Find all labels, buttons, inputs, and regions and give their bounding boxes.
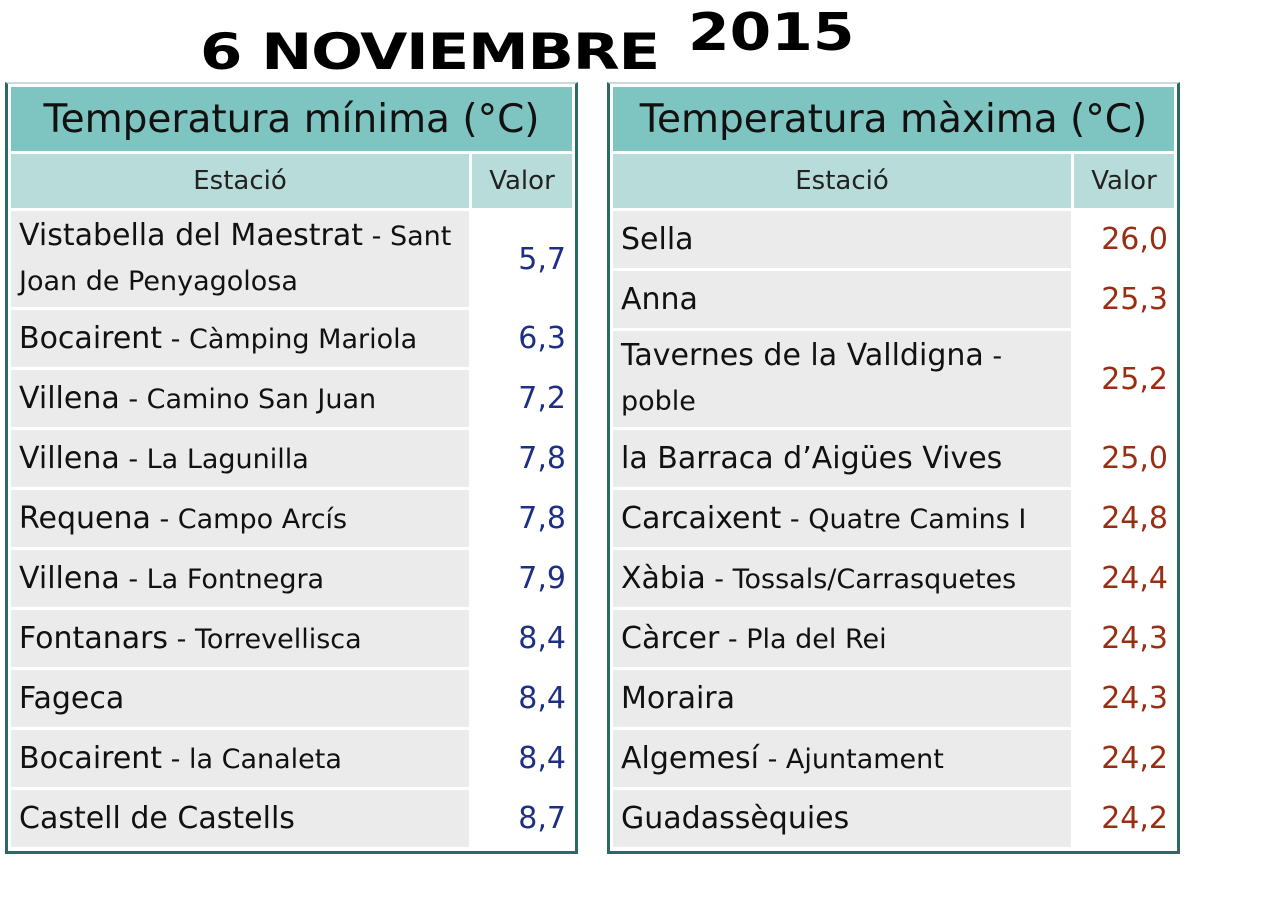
max-col-value: Valor <box>1074 154 1174 208</box>
table-row: Bocairent - la Canaleta 8,4 <box>11 730 572 787</box>
station-value: 8,4 <box>472 610 572 667</box>
station-value: 25,0 <box>1074 430 1174 487</box>
station-name: Villena - La Lagunilla <box>11 430 469 487</box>
station-name: Vistabella del Maestrat - Sant Joan de P… <box>11 211 469 307</box>
station-value: 7,8 <box>472 430 572 487</box>
station-value: 7,9 <box>472 550 572 607</box>
station-value: 8,4 <box>472 730 572 787</box>
station-value: 5,7 <box>472 211 572 307</box>
table-row: Xàbia - Tossals/Carrasquetes 24,4 <box>613 550 1174 607</box>
table-row: Moraira 24,3 <box>613 670 1174 727</box>
station-value: 24,3 <box>1074 670 1174 727</box>
station-name: Tavernes de la Valldigna - poble <box>613 331 1071 427</box>
min-temperature-table: Temperatura mínima (°C) Estació Valor Vi… <box>5 82 578 854</box>
table-row: Villena - La Fontnegra 7,9 <box>11 550 572 607</box>
table-row: Requena - Campo Arcís 7,8 <box>11 490 572 547</box>
station-value: 24,4 <box>1074 550 1174 607</box>
station-name: Bocairent - Càmping Mariola <box>11 310 469 367</box>
station-name: Villena - Camino San Juan <box>11 370 469 427</box>
station-name: Requena - Campo Arcís <box>11 490 469 547</box>
table-row: Sella 26,0 <box>613 211 1174 268</box>
min-table-title: Temperatura mínima (°C) <box>11 87 572 151</box>
station-value: 6,3 <box>472 310 572 367</box>
station-value: 24,3 <box>1074 610 1174 667</box>
station-value: 8,7 <box>472 790 572 847</box>
table-row: Guadassèquies 24,2 <box>613 790 1174 847</box>
station-name: Bocairent - la Canaleta <box>11 730 469 787</box>
table-row: Castell de Castells 8,7 <box>11 790 572 847</box>
station-name: Fageca <box>11 670 469 727</box>
station-value: 25,3 <box>1074 271 1174 328</box>
station-name: Moraira <box>613 670 1071 727</box>
table-row: Villena - Camino San Juan 7,2 <box>11 370 572 427</box>
station-value: 24,8 <box>1074 490 1174 547</box>
table-row: Anna 25,3 <box>613 271 1174 328</box>
station-name: Guadassèquies <box>613 790 1071 847</box>
max-temperature-table: Temperatura màxima (°C) Estació Valor Se… <box>607 82 1180 854</box>
max-table-title: Temperatura màxima (°C) <box>613 87 1174 151</box>
table-row: la Barraca d’Aigües Vives 25,0 <box>613 430 1174 487</box>
station-name: Sella <box>613 211 1071 268</box>
station-value: 24,2 <box>1074 790 1174 847</box>
table-row: Carcaixent - Quatre Camins I 24,8 <box>613 490 1174 547</box>
table-row: Tavernes de la Valldigna - poble 25,2 <box>613 331 1174 427</box>
date-day-month: 6 NOVIEMBRE <box>200 23 660 81</box>
max-col-station: Estació <box>613 154 1071 208</box>
station-value: 25,2 <box>1074 331 1174 427</box>
min-col-station: Estació <box>11 154 469 208</box>
station-name: la Barraca d’Aigües Vives <box>613 430 1071 487</box>
table-row: Bocairent - Càmping Mariola 6,3 <box>11 310 572 367</box>
date-year: 2015 <box>688 3 855 63</box>
table-row: Fageca 8,4 <box>11 670 572 727</box>
min-col-value: Valor <box>472 154 572 208</box>
station-value: 7,8 <box>472 490 572 547</box>
station-name: Anna <box>613 271 1071 328</box>
station-value: 7,2 <box>472 370 572 427</box>
station-name: Fontanars - Torrevellisca <box>11 610 469 667</box>
table-row: Algemesí - Ajuntament 24,2 <box>613 730 1174 787</box>
station-name: Carcaixent - Quatre Camins I <box>613 490 1071 547</box>
station-value: 8,4 <box>472 670 572 727</box>
station-name: Castell de Castells <box>11 790 469 847</box>
station-value: 24,2 <box>1074 730 1174 787</box>
station-name: Càrcer - Pla del Rei <box>613 610 1071 667</box>
table-row: Fontanars - Torrevellisca 8,4 <box>11 610 572 667</box>
table-row: Vistabella del Maestrat - Sant Joan de P… <box>11 211 572 307</box>
station-name: Algemesí - Ajuntament <box>613 730 1071 787</box>
table-row: Càrcer - Pla del Rei 24,3 <box>613 610 1174 667</box>
station-value: 26,0 <box>1074 211 1174 268</box>
table-row: Villena - La Lagunilla 7,8 <box>11 430 572 487</box>
station-name: Xàbia - Tossals/Carrasquetes <box>613 550 1071 607</box>
station-name: Villena - La Fontnegra <box>11 550 469 607</box>
